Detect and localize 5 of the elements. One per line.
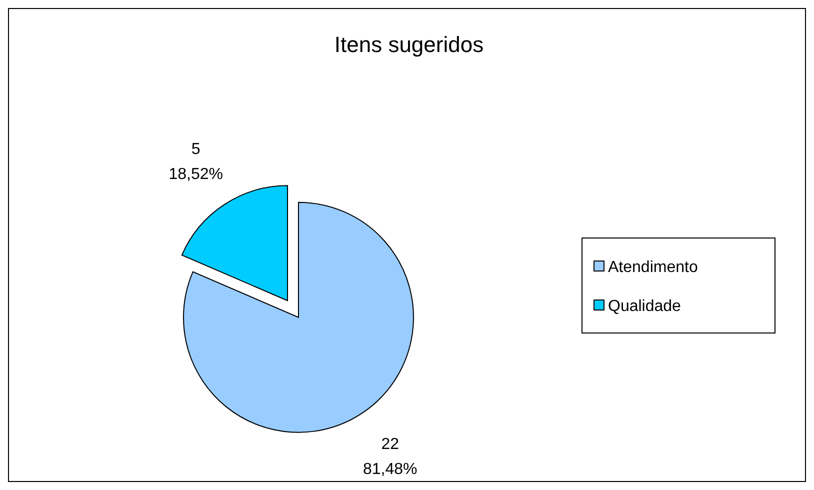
- data-label: 22 81,48%: [362, 436, 418, 478]
- chart-title: Itens sugeridos: [334, 32, 484, 57]
- legend-label: Qualidade: [608, 298, 682, 315]
- legend-label: Atendimento: [608, 259, 698, 276]
- data-label: 5 18,52%: [168, 140, 224, 183]
